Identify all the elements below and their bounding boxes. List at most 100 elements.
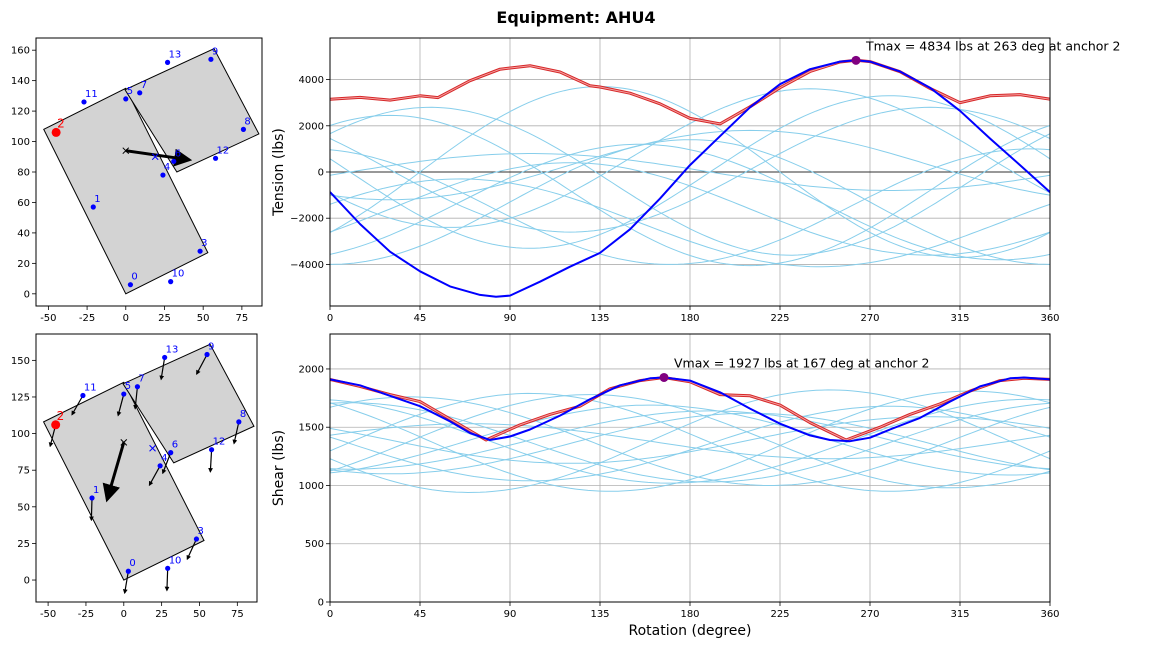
x-tick-label: 0	[121, 609, 127, 620]
y-tick-label: 40	[17, 228, 30, 239]
anchor-series-line	[330, 178, 1050, 268]
anchor-label: 9	[212, 46, 218, 57]
y-tick-label: 2000	[299, 121, 324, 132]
anchor-label: 8	[240, 409, 246, 420]
y-tick-label: 75	[17, 466, 30, 477]
x-tick-label: 45	[414, 313, 427, 324]
y-tick-label: 60	[17, 198, 30, 209]
anchor-point	[236, 419, 242, 425]
anchor-label: 7	[138, 374, 144, 385]
anchor-label: 4	[164, 162, 170, 173]
anchor-label: 13	[166, 344, 179, 355]
anchor-label: 1	[94, 194, 100, 205]
anchor-label: 6	[172, 440, 178, 451]
anchor-point	[123, 96, 129, 102]
x-tick-label: 270	[860, 313, 879, 324]
y-tick-label: 0	[318, 168, 324, 179]
anchor-point	[162, 354, 168, 361]
anchor-series-line	[330, 402, 1050, 483]
anchor-series-line	[330, 396, 1050, 486]
shear-chart: 0 45 90 135 180 225 270 315 360 0 500 1000 1500 2000 V…	[271, 333, 1060, 639]
anchor-series-line	[330, 410, 1050, 470]
anchor-point	[90, 204, 96, 210]
plot-frame	[329, 37, 1051, 307]
anchor-series-line	[330, 85, 1050, 259]
anchor-label: 10	[169, 555, 182, 566]
anchor-point	[208, 447, 215, 453]
anchor-point	[204, 351, 210, 358]
anchor-shear-arrow	[164, 568, 170, 592]
anchor-shear-arrow	[161, 452, 172, 475]
x-tick-label: 25	[158, 313, 171, 324]
anchor-label: 5	[125, 381, 131, 392]
anchor-series-line	[330, 390, 1050, 492]
anchor-point	[121, 391, 127, 397]
anchor-label: 3	[197, 526, 203, 537]
y-tick-label: 0	[318, 598, 324, 609]
anchor-label: 2	[57, 116, 65, 130]
plot-frame	[35, 37, 263, 307]
anchor-point	[134, 384, 141, 390]
x-tick-label: 270	[860, 609, 879, 620]
x-tick-label: 45	[414, 609, 427, 620]
anchor-series-line	[330, 412, 1050, 475]
y-tick-label: 0	[24, 576, 30, 587]
critical-anchor-line	[330, 376, 1050, 443]
anchor-point	[165, 565, 171, 571]
x-tick-label: 315	[950, 609, 969, 620]
center-of-mass-marker	[120, 439, 128, 446]
anchor-point	[212, 155, 219, 161]
anchor-label: 8	[244, 116, 250, 127]
equipment-plate	[124, 48, 260, 173]
anchor-series-line	[330, 88, 1050, 228]
x-tick-label: 0	[123, 313, 129, 324]
y-tick-label: 1500	[299, 423, 324, 434]
anchor-series-line	[330, 106, 1050, 233]
max-annotation: Tmax = 4834 lbs at 263 deg at anchor 2	[865, 38, 1121, 53]
plot-frame	[329, 333, 1051, 603]
resultant-force-arrow	[125, 148, 193, 167]
anchor-point	[171, 158, 177, 164]
anchor-point	[125, 568, 131, 574]
y-tick-label: 120	[11, 107, 30, 118]
anchor-label: 11	[85, 89, 98, 100]
anchor-label: 6	[175, 148, 181, 159]
critical-anchor-line	[330, 59, 1050, 298]
x-tick-label: 50	[197, 313, 210, 324]
anchor-shear-arrow	[186, 538, 197, 561]
critical-anchor-point	[51, 420, 61, 430]
y-tick-label: 4000	[299, 75, 324, 86]
anchor-label: 9	[208, 342, 214, 353]
anchor-series-line	[330, 162, 1050, 256]
equipment-plate	[42, 381, 205, 581]
y-tick-label: 25	[17, 539, 30, 550]
anchor-point	[127, 282, 134, 288]
x-tick-label: 315	[950, 313, 969, 324]
y-tick-label: 50	[17, 502, 30, 513]
anchor-point	[137, 90, 143, 96]
anchor-shear-arrow	[122, 571, 129, 595]
anchor-label: 4	[161, 453, 167, 464]
x-tick-label: 225	[770, 609, 789, 620]
y-tick-label: 80	[17, 168, 30, 179]
tension-chart: 0 45 90 135 180 225 270 315 360 −4000 −2000 0 2000 40…	[271, 37, 1121, 324]
y-tick-label: 140	[11, 76, 30, 87]
anchor-label: 0	[129, 558, 135, 569]
anchor-series-line	[330, 129, 1050, 201]
anchor-point	[168, 279, 174, 285]
y-axis-label: Tension (lbs)	[271, 128, 287, 217]
anchor-centroid-marker	[151, 153, 159, 161]
anchor-point	[208, 56, 214, 62]
x-tick-label: 90	[504, 313, 517, 324]
x-tick-label: -25	[78, 609, 94, 620]
x-tick-label: 0	[327, 609, 333, 620]
y-tick-label: 100	[11, 429, 30, 440]
anchor-shear-arrow	[148, 465, 161, 487]
equipment-plate	[122, 343, 255, 464]
x-tick-label: 50	[193, 609, 206, 620]
anchor-label: 12	[217, 145, 230, 156]
y-tick-label: 1000	[299, 481, 324, 492]
y-tick-label: −4000	[290, 260, 324, 271]
max-point-marker	[659, 372, 669, 382]
x-tick-label: 0	[327, 313, 333, 324]
